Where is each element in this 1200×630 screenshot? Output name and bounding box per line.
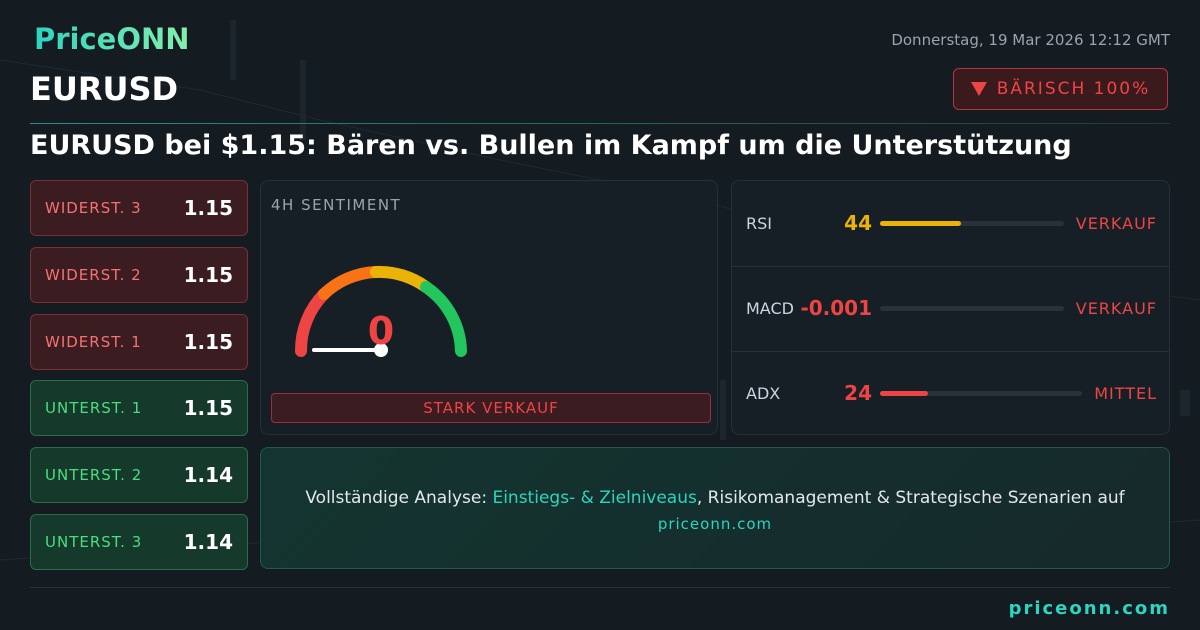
indicator-track [880, 221, 1064, 226]
gauge-pivot [374, 343, 388, 357]
level-value: 1.15 [183, 263, 233, 287]
level-card: UNTERST. 3 1.14 [30, 514, 248, 570]
cta-text: Vollständige Analyse: Einstiegs- & Zieln… [261, 488, 1169, 508]
datetime: Donnerstag, 19 Mar 2026 12:12 GMT [891, 31, 1170, 49]
indicator-signal: MITTEL [1094, 384, 1157, 403]
level-label: UNTERST. 1 [45, 399, 143, 417]
indicator-track [880, 391, 1082, 396]
down-arrow [970, 82, 987, 96]
indicator-signal: VERKAUF [1075, 214, 1157, 233]
level-value: 1.15 [183, 396, 233, 420]
level-value: 1.15 [183, 196, 233, 220]
divider [30, 123, 1170, 124]
gauge [294, 265, 467, 357]
badge-text: BÄRISCH 100% [996, 79, 1151, 99]
symbol: EURUSD [30, 70, 179, 108]
level-card: WIDERST. 1 1.15 [30, 314, 248, 370]
level-card: UNTERST. 2 1.14 [30, 447, 248, 503]
level-label: UNTERST. 3 [45, 533, 143, 551]
level-label: WIDERST. 1 [45, 333, 142, 351]
level-label: WIDERST. 2 [45, 266, 142, 284]
indicator-bar [880, 221, 961, 226]
cta-panel: Vollständige Analyse: Einstiegs- & Zieln… [260, 447, 1170, 569]
level-value: 1.14 [183, 530, 233, 554]
indicator-panel: RSI 44 VERKAUF MACD -0.001 VERKAUF ADX 24 MITTEL [731, 180, 1170, 435]
panel-title: 4H SENTIMENT [271, 196, 402, 214]
level-label: UNTERST. 2 [45, 466, 143, 484]
level-card: UNTERST. 1 1.15 [30, 380, 248, 436]
cta-highlight: Einstiegs- & Zielniveaus [492, 488, 697, 508]
level-card: WIDERST. 3 1.15 [30, 180, 248, 236]
indicator-row: RSI 44 VERKAUF [732, 181, 1169, 267]
logo: PriceONN [34, 22, 190, 56]
cta-link[interactable]: priceonn.com [657, 515, 773, 533]
sentiment-panel: 4H SENTIMENT 0 STARK VERKAUF [260, 180, 718, 435]
cta-rest: , Risikomanagement & Strategische Szenar… [696, 488, 1125, 508]
level-value: 1.15 [183, 330, 233, 354]
indicator-value: 44 [844, 211, 872, 235]
indicator-signal: VERKAUF [1075, 299, 1157, 318]
gauge-value: 0 [367, 309, 395, 353]
cta-intro: Vollständige Analyse: [305, 488, 488, 508]
level-value: 1.14 [183, 463, 233, 487]
indicator-bar [880, 391, 929, 396]
indicator-label: ADX [746, 384, 781, 403]
indicator-label: MACD [746, 299, 794, 318]
divider [30, 587, 1170, 588]
footer-link[interactable]: priceonn.com [1008, 598, 1170, 619]
indicator-value: 24 [844, 381, 872, 405]
indicator-row: ADX 24 MITTEL [732, 351, 1169, 436]
level-label: WIDERST. 3 [45, 199, 142, 217]
level-card: WIDERST. 2 1.15 [30, 247, 248, 303]
sentiment-badge: BÄRISCH 100% [953, 68, 1168, 110]
verdict: STARK VERKAUF [271, 393, 711, 423]
indicator-label: RSI [746, 214, 772, 233]
headline: EURUSD bei $1.15: Bären vs. Bullen im Ka… [30, 130, 1072, 161]
indicator-row: MACD -0.001 VERKAUF [732, 266, 1169, 352]
indicator-track [880, 306, 1064, 311]
indicator-value: -0.001 [800, 296, 872, 320]
